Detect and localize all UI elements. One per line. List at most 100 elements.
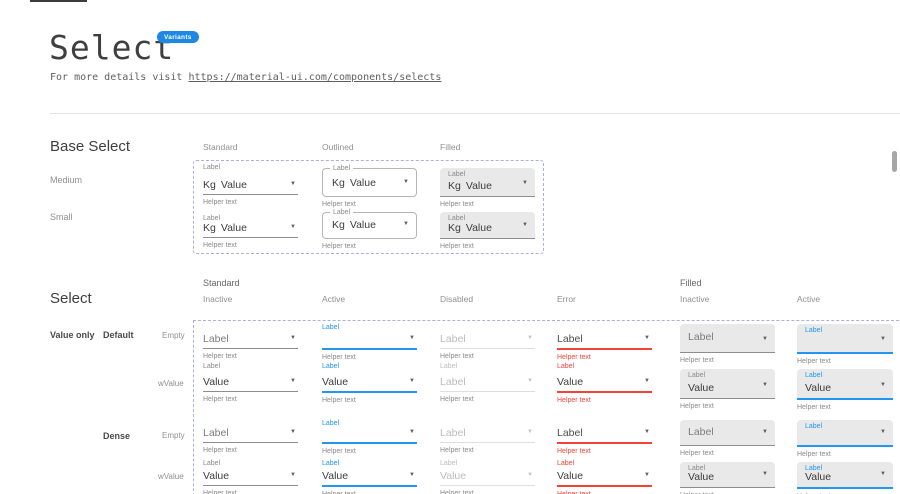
dropdown-arrow-icon — [527, 369, 533, 387]
column-header-error: Error — [557, 294, 576, 304]
dropdown-arrow-icon — [403, 170, 409, 188]
helper-text: Helper text — [322, 491, 417, 494]
select-value: Kg Value — [332, 177, 376, 189]
helper-text: Helper text — [322, 448, 356, 455]
select-control[interactable]: Label Value — [322, 460, 417, 487]
select-control[interactable]: Label Value — [680, 369, 775, 399]
select-control[interactable]: Label Value — [797, 462, 893, 489]
select-value: Label — [203, 333, 229, 345]
select-control[interactable]: Label Value — [322, 363, 417, 393]
select-control[interactable]: Label Value — [797, 369, 893, 400]
helper-text: Helper text — [680, 492, 775, 494]
select-value: Value — [322, 376, 349, 388]
select-cell: Label Helper text — [797, 420, 893, 458]
floating-label: Label — [448, 215, 466, 222]
dropdown-arrow-icon — [644, 369, 650, 387]
dropdown-arrow-icon — [290, 463, 296, 481]
docs-link[interactable]: https://material-ui.com/components/selec… — [188, 72, 442, 83]
select-control[interactable]: Label Label — [440, 363, 535, 392]
helper-text: Helper text — [203, 396, 237, 403]
divider — [50, 113, 900, 114]
select-control[interactable]: Label Kg Value — [440, 168, 535, 197]
value-prefix: Kg — [203, 179, 216, 191]
dropdown-arrow-icon — [880, 420, 886, 438]
select-control[interactable]: Label — [203, 420, 298, 443]
select-control[interactable]: Label — [557, 324, 652, 350]
top-edge-dash — [30, 0, 87, 2]
select-value: Value — [688, 471, 715, 483]
select-cell: LabelValueHelper text — [322, 363, 417, 404]
value-text: Value — [465, 180, 492, 192]
row-group-default: Default — [103, 330, 134, 340]
select-control[interactable]: Label — [322, 420, 417, 444]
select-cell: LabelValueHelper text — [797, 462, 893, 494]
select-control[interactable]: Label Value — [680, 462, 775, 488]
select-control[interactable]: Label Kg Value — [322, 165, 417, 197]
select-control[interactable]: Label — [322, 324, 417, 350]
helper-text: Helper text — [440, 201, 474, 208]
helper-text: Helper text — [440, 447, 474, 454]
helper-text: Helper text — [322, 201, 356, 208]
column-header-filled-active: Active — [797, 294, 821, 304]
dropdown-arrow-icon — [644, 463, 650, 481]
floating-label: Label — [557, 460, 575, 467]
select-control[interactable]: Label Kg Value — [322, 209, 417, 239]
select-control[interactable]: Label — [557, 420, 652, 444]
value-text: Value — [465, 222, 492, 234]
select-value: Label — [557, 333, 583, 345]
dropdown-arrow-icon — [290, 420, 296, 438]
floating-label: Label — [448, 171, 466, 178]
floating-label: Label — [322, 420, 340, 427]
helper-text: Helper text — [557, 448, 591, 455]
helper-text: Helper text — [557, 354, 591, 361]
helper-text: Helper text — [797, 358, 831, 365]
value-prefix: Kg — [448, 180, 461, 192]
select-control[interactable]: Label — [440, 420, 535, 443]
select-control[interactable]: Label Kg Value — [203, 213, 298, 238]
select-control[interactable]: Label Value — [203, 363, 298, 392]
floating-label: Label — [322, 324, 340, 331]
select-control[interactable]: Label Value — [557, 363, 652, 393]
select-control[interactable]: Label — [680, 324, 775, 353]
floating-label: Label — [330, 209, 354, 216]
select-control[interactable]: Label Value — [203, 460, 298, 486]
select-value: Value — [805, 471, 832, 483]
select-value: Label — [440, 376, 466, 388]
scrollbar-thumb[interactable] — [892, 151, 897, 172]
helper-text: Helper text — [797, 451, 831, 458]
dropdown-arrow-icon — [644, 326, 650, 344]
select-cell: Label Helper text — [322, 420, 417, 455]
row-group-dense: Dense — [103, 431, 131, 441]
dropdown-arrow-icon — [527, 463, 533, 481]
select-control[interactable]: Label — [680, 420, 775, 446]
select-control[interactable]: Label — [440, 324, 535, 349]
value-prefix: Kg — [332, 177, 345, 189]
dropdown-arrow-icon — [762, 462, 768, 480]
select-control[interactable]: Label Value — [557, 460, 652, 487]
select-cell: Label Helper text — [440, 420, 535, 454]
dropdown-arrow-icon — [522, 171, 528, 189]
select-value: Label — [688, 331, 714, 343]
floating-label: Label — [440, 363, 458, 370]
select-control[interactable]: Label Value — [440, 460, 535, 486]
select-value: Value — [203, 470, 230, 482]
select-value: Value — [688, 382, 715, 394]
base-outlined-medium: Label Kg Value Helper text — [322, 165, 417, 208]
row-label-small: Small — [50, 212, 73, 222]
helper-text: Helper text — [203, 199, 237, 206]
column-header-disabled: Disabled — [440, 294, 474, 304]
value-text: Value — [349, 219, 376, 231]
floating-label: Label — [805, 372, 823, 379]
select-value: Kg Value — [332, 219, 376, 231]
floating-label: Label — [805, 423, 823, 430]
value-text: Value — [220, 179, 247, 191]
select-control[interactable]: Label Kg Value — [440, 212, 535, 239]
helper-text: Helper text — [797, 404, 831, 411]
select-value: Value — [557, 376, 584, 388]
select-control[interactable]: Label — [203, 324, 298, 349]
select-value: Kg Value — [448, 222, 492, 234]
select-control[interactable]: Label — [797, 324, 893, 354]
dropdown-arrow-icon — [880, 373, 886, 391]
select-control[interactable]: Label Kg Value — [203, 162, 298, 195]
select-control[interactable]: Label — [797, 420, 893, 447]
